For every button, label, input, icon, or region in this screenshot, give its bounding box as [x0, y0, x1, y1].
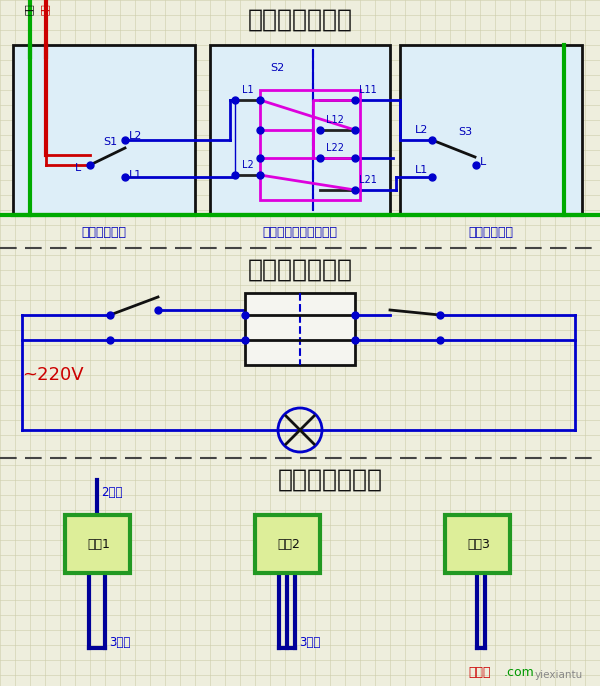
Text: L2: L2	[129, 131, 142, 141]
Text: L21: L21	[359, 175, 377, 185]
Bar	[13, 45, 195, 215]
Text: L2: L2	[242, 160, 254, 170]
Text: L12: L12	[326, 115, 344, 125]
Bar	[65, 515, 130, 573]
Text: L2: L2	[415, 125, 428, 135]
Text: S1: S1	[103, 137, 117, 147]
Bar	[210, 45, 390, 215]
Text: L: L	[480, 157, 486, 167]
Bar	[245, 293, 355, 365]
Text: L1: L1	[415, 165, 428, 175]
Bar	[400, 45, 582, 215]
Text: 2根线: 2根线	[101, 486, 122, 499]
Text: 相线: 相线	[24, 3, 34, 15]
Text: 开关1: 开关1	[88, 538, 110, 550]
Text: 中途开关（三控开关）: 中途开关（三控开关）	[263, 226, 337, 239]
Text: S2: S2	[270, 63, 284, 73]
Text: 三控开关布线图: 三控开关布线图	[277, 468, 383, 492]
Text: L22: L22	[326, 143, 344, 153]
Text: 开关3: 开关3	[467, 538, 490, 550]
Text: L1: L1	[129, 170, 142, 180]
Text: L1: L1	[242, 85, 254, 95]
Text: 接线图: 接线图	[468, 665, 491, 678]
Text: 三控开关原理图: 三控开关原理图	[248, 258, 353, 282]
Text: S3: S3	[458, 127, 472, 137]
Text: 单开双控开关: 单开双控开关	[469, 226, 514, 239]
Text: 开关2: 开关2	[278, 538, 301, 550]
Text: L11: L11	[359, 85, 377, 95]
Bar	[255, 515, 320, 573]
Bar	[445, 515, 510, 573]
Text: 3根线: 3根线	[109, 637, 130, 650]
Text: .com: .com	[504, 665, 535, 678]
Text: 单开双控开关: 单开双控开关	[82, 226, 127, 239]
Text: ~220V: ~220V	[22, 366, 83, 384]
Bar	[260, 90, 360, 200]
Text: 三控开关接线图: 三控开关接线图	[248, 8, 353, 32]
Text: L: L	[75, 163, 81, 173]
Text: 3根线: 3根线	[299, 637, 320, 650]
Text: 火线: 火线	[40, 3, 50, 15]
Text: yiexiantu: yiexiantu	[535, 670, 583, 680]
